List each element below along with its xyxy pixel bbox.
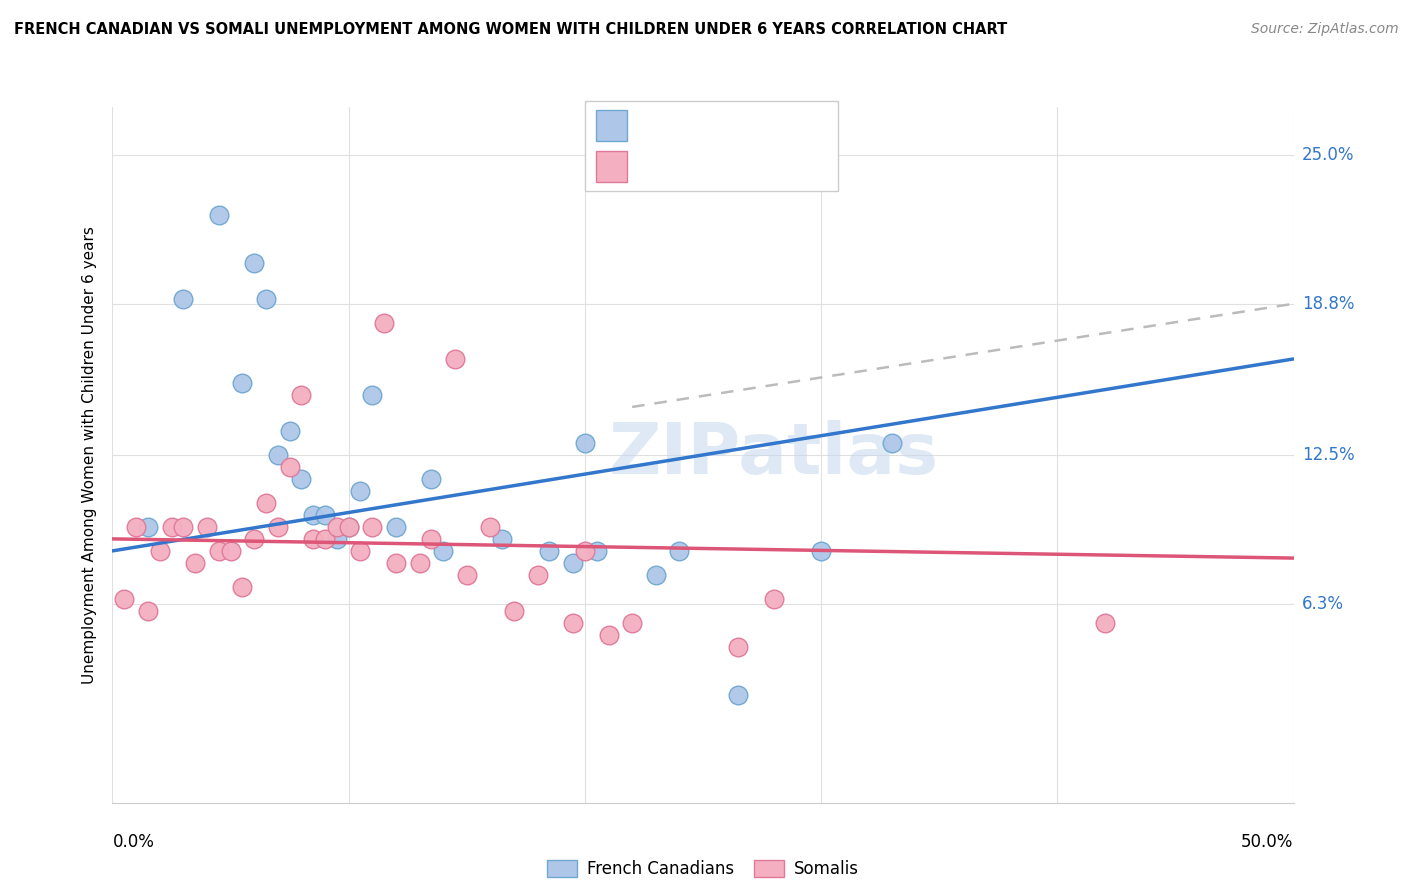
Point [420, 472, 443, 486]
Point [302, 532, 325, 546]
Point [456, 567, 478, 582]
Point [172, 520, 194, 534]
Point [243, 256, 266, 270]
Point [254, 496, 277, 510]
Point [574, 544, 596, 558]
Point [810, 544, 832, 558]
Text: 0.0%: 0.0% [112, 833, 155, 851]
Point [290, 472, 312, 486]
Point [219, 544, 242, 558]
Point [361, 520, 384, 534]
Text: 50.0%: 50.0% [1241, 833, 1294, 851]
Text: 18.8%: 18.8% [1302, 294, 1354, 313]
Point [208, 544, 231, 558]
Point [408, 556, 430, 570]
Text: 38: 38 [790, 158, 813, 176]
Text: ZIPatlas: ZIPatlas [609, 420, 939, 490]
Point [727, 640, 749, 654]
Point [337, 520, 360, 534]
Point [727, 688, 749, 702]
Text: Source: ZipAtlas.com: Source: ZipAtlas.com [1251, 22, 1399, 37]
Point [254, 292, 277, 306]
Point [762, 591, 785, 606]
Text: FRENCH CANADIAN VS SOMALI UNEMPLOYMENT AMONG WOMEN WITH CHILDREN UNDER 6 YEARS C: FRENCH CANADIAN VS SOMALI UNEMPLOYMENT A… [14, 22, 1007, 37]
Point [172, 292, 194, 306]
Point [278, 424, 301, 438]
Point [432, 544, 454, 558]
Point [491, 532, 513, 546]
Legend: French Canadians, Somalis: French Canadians, Somalis [540, 854, 866, 885]
Text: 6.3%: 6.3% [1302, 595, 1344, 613]
Point [880, 436, 903, 450]
Text: -0.028: -0.028 [678, 158, 737, 176]
Point [1094, 615, 1116, 630]
Point [349, 544, 371, 558]
Text: 36: 36 [790, 117, 813, 135]
Text: N =: N = [737, 117, 785, 135]
Point [621, 615, 644, 630]
Point [326, 532, 349, 546]
Point [385, 520, 408, 534]
Text: 0.262: 0.262 [678, 117, 737, 135]
Point [184, 556, 207, 570]
Point [302, 508, 325, 522]
Text: N =: N = [737, 158, 785, 176]
Point [112, 591, 135, 606]
Text: R =: R = [636, 158, 672, 176]
Point [479, 520, 502, 534]
Point [420, 532, 443, 546]
Point [349, 483, 371, 498]
Point [562, 615, 585, 630]
Text: R =: R = [636, 117, 672, 135]
Point [314, 508, 336, 522]
Point [136, 520, 159, 534]
Point [526, 567, 548, 582]
Point [326, 520, 349, 534]
Point [160, 520, 183, 534]
Point [125, 520, 148, 534]
Point [385, 556, 408, 570]
Point [361, 388, 384, 402]
Point [585, 544, 607, 558]
Point [231, 580, 253, 594]
Point [444, 351, 467, 366]
Point [598, 628, 620, 642]
Point [290, 388, 312, 402]
Point [314, 532, 336, 546]
Point [195, 520, 218, 534]
Point [136, 604, 159, 618]
Point [278, 459, 301, 474]
Point [668, 544, 690, 558]
Point [149, 544, 172, 558]
Point [373, 316, 395, 330]
Point [644, 567, 666, 582]
Point [503, 604, 526, 618]
Point [267, 448, 290, 462]
Point [538, 544, 561, 558]
Point [267, 520, 290, 534]
Point [574, 436, 596, 450]
Point [337, 520, 360, 534]
Y-axis label: Unemployment Among Women with Children Under 6 years: Unemployment Among Women with Children U… [82, 226, 97, 684]
Text: 25.0%: 25.0% [1302, 146, 1354, 164]
Point [562, 556, 585, 570]
Text: 12.5%: 12.5% [1302, 446, 1354, 464]
Point [243, 532, 266, 546]
Point [231, 376, 253, 390]
Point [208, 208, 231, 222]
